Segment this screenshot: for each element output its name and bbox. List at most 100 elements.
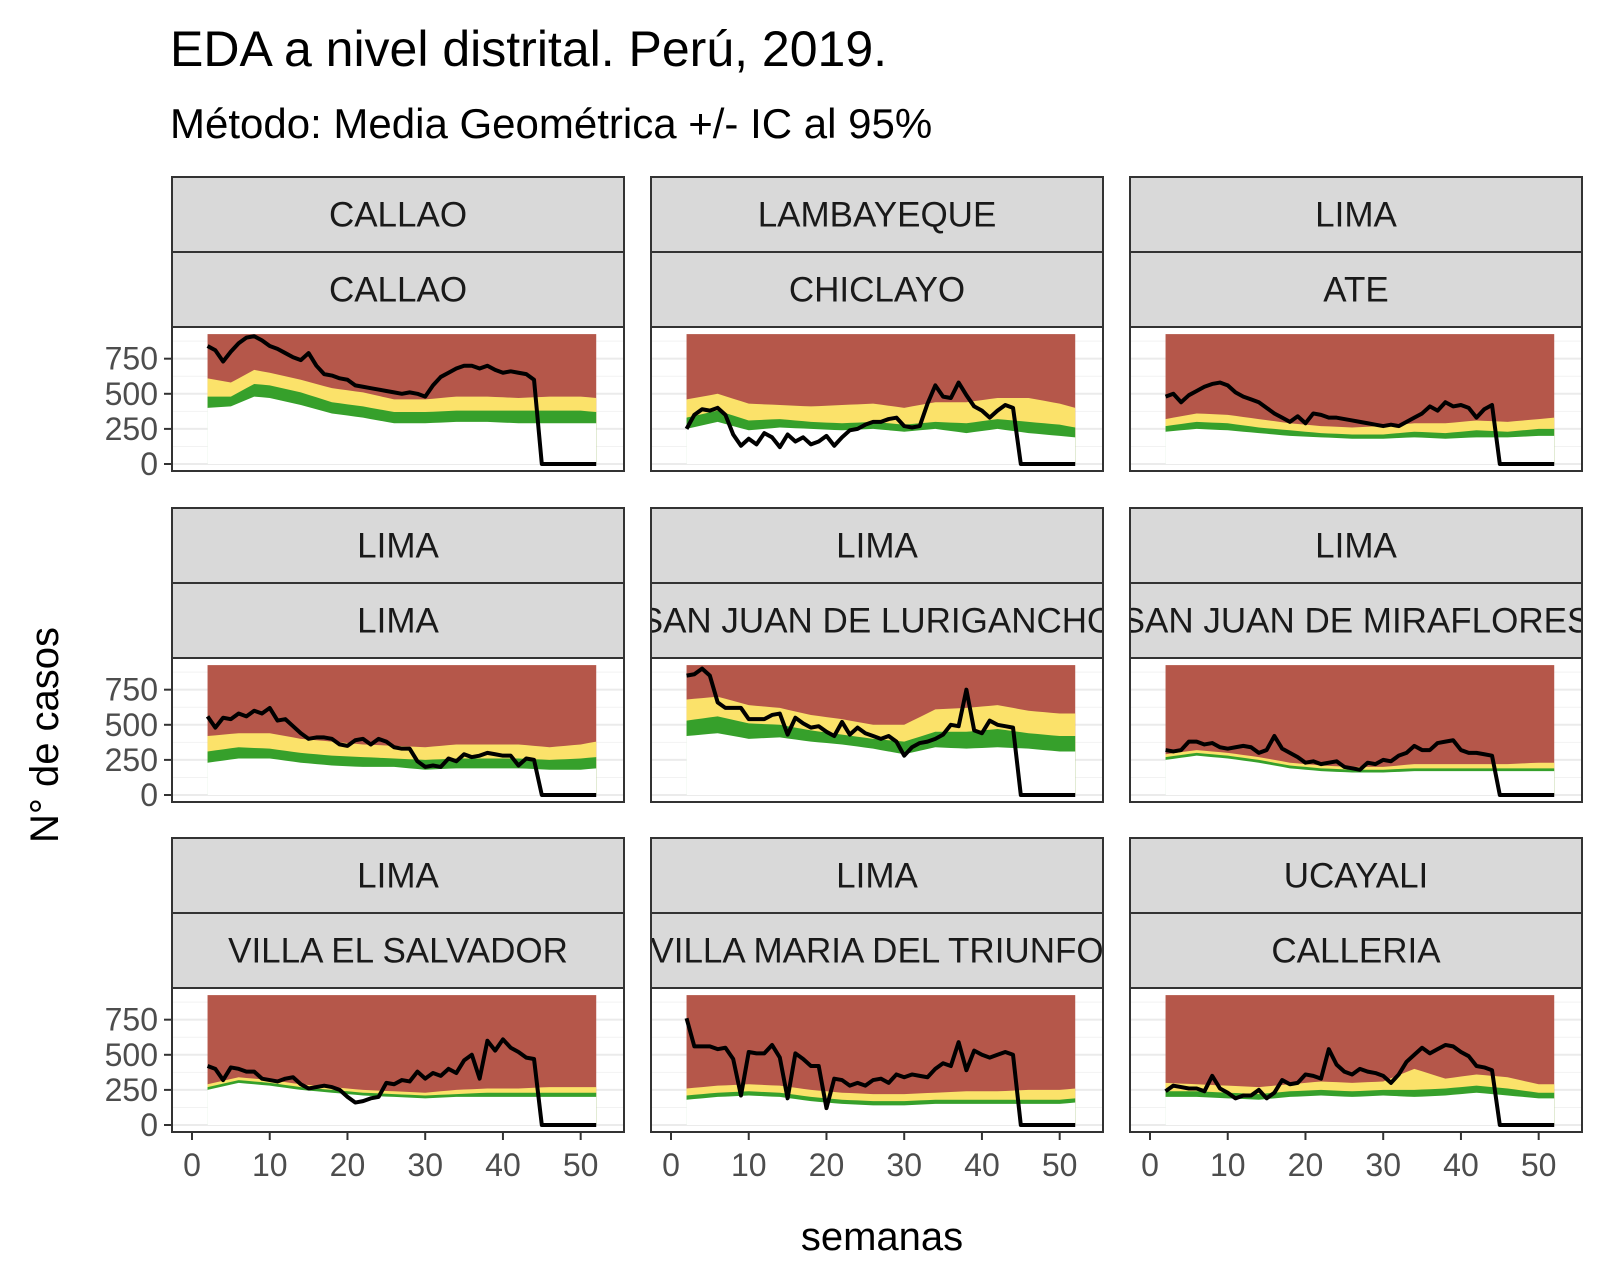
strip-region-label: LIMA bbox=[836, 527, 918, 566]
facet-panel: LIMA VILLA MARIA DEL TRIUNFO 0 10 20 30 40 50 bbox=[650, 837, 1104, 1183]
y-tick-label: 750 bbox=[105, 672, 158, 708]
x-tick-label: 0 bbox=[662, 1147, 680, 1183]
panel-border bbox=[1129, 326, 1583, 472]
cases-line bbox=[686, 666, 1076, 797]
strip-region bbox=[171, 176, 625, 253]
y-tick-label: 0 bbox=[140, 777, 158, 813]
epidemic-bands bbox=[686, 995, 1076, 1125]
success-zone-band bbox=[686, 733, 1076, 795]
x-tick-label: 20 bbox=[809, 1147, 845, 1183]
facet-panel: LAMBAYEQUE CHICLAYO bbox=[650, 176, 1104, 472]
x-tick-label: 40 bbox=[964, 1147, 1000, 1183]
epidemic-bands bbox=[207, 334, 597, 464]
cases-line bbox=[206, 1037, 597, 1127]
x-tick-label: 0 bbox=[1141, 1147, 1159, 1183]
y-tick-label: 500 bbox=[105, 707, 158, 743]
y-tick-label: 500 bbox=[105, 1037, 158, 1073]
strip-region-label: UCAYALI bbox=[1284, 857, 1429, 896]
y-tick-label: 0 bbox=[140, 1107, 158, 1143]
strip-district-label: CHICLAYO bbox=[789, 271, 965, 310]
epidemic-bands bbox=[1165, 665, 1555, 795]
strip-district-label: LIMA bbox=[357, 602, 439, 641]
strip-region bbox=[1129, 176, 1583, 253]
y-tick-label: 750 bbox=[105, 341, 158, 377]
success-zone-band bbox=[686, 1095, 1076, 1125]
strip-region-label: LIMA bbox=[1315, 196, 1397, 235]
panel-border bbox=[1129, 657, 1583, 803]
panel-border bbox=[650, 326, 1104, 472]
x-tick-label: 40 bbox=[1443, 1147, 1479, 1183]
cases-line bbox=[684, 380, 1076, 466]
strip-region bbox=[171, 837, 625, 914]
facet-grid: CALLAOCALLAO0250500750LAMBAYEQUECHICLAYO… bbox=[105, 176, 1591, 1183]
strip-district-label: ATE bbox=[1323, 271, 1388, 310]
epidemic-bands bbox=[207, 665, 597, 795]
y-axis-title: N° de casos bbox=[23, 627, 67, 843]
y-tick-label: 750 bbox=[105, 1002, 158, 1038]
facet-panel: LIMA SAN JUAN DE MIRAFLORES bbox=[1122, 507, 1591, 803]
strip-region-label: LIMA bbox=[357, 857, 439, 896]
strip-district-label: CALLAO bbox=[329, 271, 467, 310]
x-tick-label: 50 bbox=[1521, 1147, 1557, 1183]
strip-district bbox=[1129, 251, 1583, 328]
epidemic-bands bbox=[207, 995, 597, 1125]
strip-district bbox=[650, 251, 1104, 328]
strip-region-label: CALLAO bbox=[329, 196, 467, 235]
panel-border bbox=[171, 657, 625, 803]
cases-line bbox=[1164, 380, 1555, 466]
strip-district-label: SAN JUAN DE MIRAFLORES bbox=[1122, 602, 1591, 641]
cases-line bbox=[1164, 1042, 1555, 1127]
y-tick-label: 500 bbox=[105, 376, 158, 412]
x-tick-label: 30 bbox=[407, 1147, 443, 1183]
cases-line bbox=[684, 1017, 1076, 1127]
success-zone-band bbox=[1165, 428, 1555, 464]
x-tick-label: 30 bbox=[1365, 1147, 1401, 1183]
cases-line bbox=[206, 334, 597, 466]
x-tick-label: 10 bbox=[731, 1147, 767, 1183]
x-tick-label: 20 bbox=[330, 1147, 366, 1183]
facet-panel: UCAYALI CALLERIA 0 10 20 30 40 50 bbox=[1129, 837, 1583, 1183]
strip-district bbox=[1129, 582, 1583, 659]
strip-region bbox=[650, 176, 1104, 253]
strip-region bbox=[171, 507, 625, 584]
strip-district-label: VILLA MARIA DEL TRIUNFO bbox=[650, 932, 1103, 971]
strip-district-label: CALLERIA bbox=[1271, 932, 1441, 971]
strip-district bbox=[650, 582, 1104, 659]
success-zone-band bbox=[207, 1082, 597, 1125]
cases-line bbox=[205, 705, 597, 797]
success-zone-band bbox=[1165, 755, 1555, 795]
success-zone-band bbox=[207, 396, 597, 464]
x-tick-label: 10 bbox=[1210, 1147, 1246, 1183]
panel-border bbox=[1129, 987, 1583, 1133]
chart-title: EDA a nivel distrital. Perú, 2019. bbox=[170, 21, 887, 77]
strip-district bbox=[171, 912, 625, 989]
facet-panel: LIMA ATE bbox=[1129, 176, 1583, 472]
panel-border bbox=[171, 326, 625, 472]
facet-panel: LIMA SAN JUAN DE LURIGANCHO bbox=[650, 507, 1104, 803]
chart-subtitle: Método: Media Geométrica +/- IC al 95% bbox=[170, 100, 932, 147]
panel-border bbox=[650, 987, 1104, 1133]
x-tick-label: 50 bbox=[1042, 1147, 1078, 1183]
x-tick-label: 20 bbox=[1288, 1147, 1324, 1183]
strip-region-label: LIMA bbox=[1315, 527, 1397, 566]
strip-district bbox=[650, 912, 1104, 989]
success-zone-band bbox=[686, 421, 1076, 464]
cases-line bbox=[1165, 734, 1555, 797]
x-tick-label: 30 bbox=[886, 1147, 922, 1183]
strip-region bbox=[650, 837, 1104, 914]
strip-region bbox=[1129, 507, 1583, 584]
success-zone-band bbox=[207, 758, 597, 795]
strip-region-label: LAMBAYEQUE bbox=[758, 196, 997, 235]
y-tick-label: 250 bbox=[105, 1072, 158, 1108]
strip-district-label: VILLA EL SALVADOR bbox=[228, 932, 568, 971]
strip-district bbox=[171, 251, 625, 328]
strip-district bbox=[171, 582, 625, 659]
panel-border bbox=[171, 987, 625, 1133]
panel-border bbox=[650, 657, 1104, 803]
strip-district bbox=[1129, 912, 1583, 989]
strip-region-label: LIMA bbox=[836, 857, 918, 896]
strip-region bbox=[650, 507, 1104, 584]
